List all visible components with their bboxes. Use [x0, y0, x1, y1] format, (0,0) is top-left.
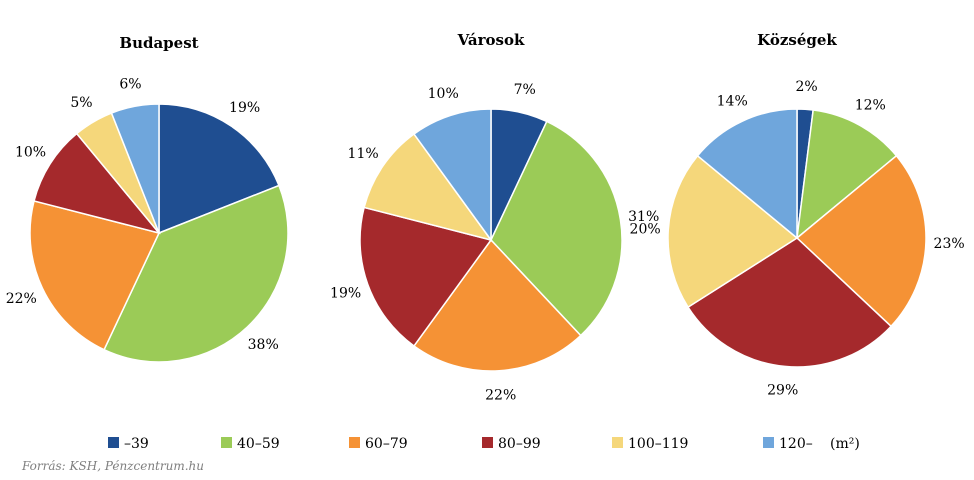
slice-label: 2%	[795, 79, 817, 95]
pie-slice-budapest-6	[110, 103, 160, 234]
legend-swatch	[221, 437, 232, 448]
legend-label: 40–59	[237, 436, 280, 452]
pie-slice-budapest-2	[103, 184, 289, 363]
legend-item: 60–79	[349, 436, 408, 452]
chart-title: Községek	[757, 31, 837, 49]
slice-label: 6%	[119, 77, 141, 93]
pies-group: Budapest 19% 38% 22% 10% 5% 6% Városok 7% 31% 22% 1…	[6, 31, 965, 403]
slice-label: 23%	[934, 236, 965, 252]
pie-slice-kozsegek-3	[795, 154, 927, 328]
pie-slice-varosok-3	[412, 238, 582, 372]
legend-swatch	[612, 437, 623, 448]
pie-slice-kozsegek-2	[796, 109, 898, 240]
slice-label: 29%	[767, 383, 798, 399]
pie-slice-kozsegek-6	[696, 108, 798, 240]
pie-chart-kozsegek: Községek 2% 12% 23% 29% 20% 14%	[630, 31, 965, 399]
pie-slice-varosok-6	[412, 108, 492, 243]
pie-chart-varosok: Városok 7% 31% 22% 19% 11% 10%	[330, 31, 659, 403]
slice-label: 22%	[485, 387, 516, 403]
slice-label: 12%	[855, 98, 886, 114]
legend-item: 80–99	[482, 436, 541, 452]
chart-title: Városok	[457, 31, 525, 49]
pie-slice-budapest-3	[29, 200, 161, 351]
slice-label: 14%	[717, 93, 748, 109]
legend-swatch	[349, 437, 360, 448]
legend-item: 120–	[763, 436, 813, 452]
slice-label: 5%	[70, 95, 92, 111]
slice-label: 10%	[15, 144, 46, 160]
slice-label: 10%	[428, 86, 459, 102]
slice-label: 7%	[514, 82, 536, 98]
slice-label: 19%	[330, 285, 361, 301]
pie-slice-budapest-4	[33, 132, 162, 235]
pie-slice-varosok-2	[490, 120, 623, 337]
pie-slice-budapest-1	[158, 103, 280, 235]
legend-swatch	[763, 437, 774, 448]
pie-slice-kozsegek-4	[687, 237, 893, 368]
pie-slice-kozsegek-5	[667, 154, 799, 309]
pie-slice-varosok-4	[359, 206, 493, 348]
slice-label: 20%	[630, 221, 661, 237]
slice-label: 11%	[348, 146, 379, 162]
slice-label: 22%	[6, 291, 37, 307]
slice-label: 38%	[248, 337, 279, 353]
pie-slice-varosok-5	[363, 132, 493, 242]
legend-item: 40–59	[221, 436, 280, 452]
slice-label: 19%	[229, 100, 260, 116]
slice-label: 31%	[628, 209, 659, 225]
legend-swatch	[482, 437, 493, 448]
chart-title: Budapest	[119, 34, 198, 52]
source-note: Forrás: KSH, Pénzcentrum.hu	[21, 459, 204, 473]
legend-item: 100–119	[612, 436, 688, 452]
legend-label: 120–	[779, 436, 813, 452]
legend: –39 40–59 60–79 80–99 100–119 120–	[108, 436, 813, 452]
unit-label: (m²)	[830, 436, 860, 452]
legend-label: 80–99	[498, 436, 541, 452]
legend-item: –39	[108, 436, 149, 452]
pie-chart-budapest: Budapest 19% 38% 22% 10% 5% 6%	[6, 34, 289, 363]
legend-label: –39	[124, 436, 149, 452]
legend-label: 100–119	[628, 436, 688, 452]
legend-label: 60–79	[365, 436, 408, 452]
legend-swatch	[108, 437, 119, 448]
